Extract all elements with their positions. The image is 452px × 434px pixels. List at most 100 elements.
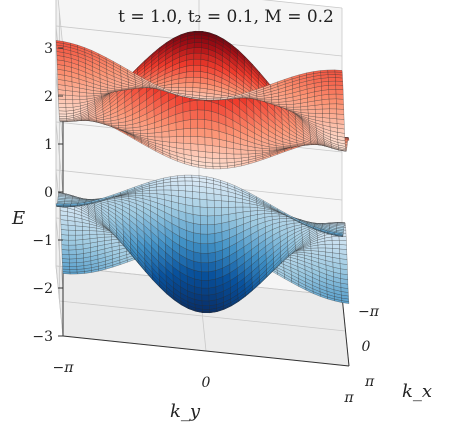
- lower-band-surface-patch: [69, 266, 78, 270]
- lower-band-surface-patch: [178, 190, 186, 198]
- lower-band-surface-patch: [192, 185, 200, 193]
- lower-band-surface-patch: [193, 223, 201, 235]
- upper-band-surface-patch: [336, 113, 345, 120]
- ky-tick-label: 0: [202, 375, 211, 391]
- z-tick-label: −2: [32, 281, 53, 297]
- lower-band-surface-patch: [60, 229, 69, 236]
- upper-band-surface-patch: [194, 38, 202, 43]
- x-axis-line: [341, 295, 350, 367]
- lower-band-surface-patch: [68, 244, 77, 251]
- lower-band-surface-patch: [75, 225, 83, 231]
- lower-band-surface-patch: [201, 280, 209, 289]
- upper-band-surface: [55, 30, 350, 170]
- upper-band-surface-patch: [212, 162, 221, 167]
- lower-band-surface-patch: [68, 239, 77, 246]
- upper-band-surface-patch: [315, 108, 323, 114]
- lower-band-surface-patch: [207, 233, 216, 244]
- z-tick-label: 2: [44, 89, 53, 105]
- upper-band-surface-patch: [171, 83, 179, 88]
- lower-band-surface-patch: [177, 177, 186, 182]
- upper-band-surface-patch: [176, 128, 184, 137]
- upper-band-surface-patch: [197, 127, 206, 138]
- lower-band-surface-patch: [184, 180, 193, 186]
- lower-band-surface-patch: [334, 232, 343, 236]
- lower-band-surface-patch: [163, 189, 172, 196]
- lower-band-surface-patch: [242, 206, 251, 213]
- lower-band-surface-patch: [82, 230, 90, 236]
- lower-band-surface-patch: [206, 199, 215, 208]
- upper-band-surface-patch: [147, 132, 156, 138]
- upper-band-surface-patch: [193, 65, 201, 72]
- upper-band-surface-patch: [58, 110, 67, 115]
- upper-band-surface-patch: [183, 136, 191, 144]
- upper-band-surface-patch: [176, 142, 185, 150]
- upper-band-surface-patch: [336, 118, 345, 125]
- upper-band-surface-patch: [233, 153, 242, 159]
- upper-band-surface-patch: [329, 103, 337, 110]
- upper-band-surface-patch: [328, 93, 337, 100]
- upper-band-surface-patch: [178, 87, 186, 92]
- upper-band-surface-patch: [334, 69, 343, 73]
- upper-band-surface-patch: [193, 53, 202, 60]
- lower-band-surface-patch: [156, 189, 165, 195]
- upper-band-surface-patch: [58, 107, 67, 112]
- upper-band-surface-patch: [197, 144, 206, 152]
- upper-band-surface-patch: [336, 103, 344, 110]
- lower-band-surface-patch: [192, 205, 201, 216]
- lower-band-surface-patch: [214, 231, 223, 244]
- upper-band-surface-patch: [328, 84, 337, 90]
- lower-band-surface-patch: [325, 247, 333, 253]
- lower-band-surface-patch: [214, 214, 222, 225]
- upper-band-surface-patch: [335, 93, 344, 100]
- lower-band-surface-patch: [338, 236, 347, 241]
- lower-band-surface-patch: [69, 258, 77, 264]
- lower-band-surface-patch: [193, 270, 202, 281]
- upper-band-surface-patch: [255, 150, 263, 154]
- upper-band-surface-patch: [183, 128, 191, 137]
- upper-band-surface-patch: [65, 99, 74, 104]
- lower-band-surface-patch: [200, 243, 209, 254]
- upper-band-surface-patch: [328, 98, 337, 105]
- upper-band-surface-patch: [190, 143, 199, 152]
- z-tick-label: 1: [44, 137, 53, 153]
- upper-band-surface-patch: [189, 109, 198, 120]
- upper-band-surface-patch: [190, 149, 199, 158]
- upper-band-surface-patch: [205, 151, 213, 159]
- kx-tick-label: −π: [358, 304, 380, 320]
- lower-band-surface-patch: [207, 224, 216, 235]
- lower-band-surface-patch: [200, 262, 209, 272]
- upper-band-surface-patch: [329, 113, 338, 120]
- lower-band-surface-patch: [192, 214, 201, 225]
- upper-band-surface-patch: [194, 34, 202, 39]
- lower-band-surface-patch: [177, 174, 186, 179]
- lower-band-surface-patch: [310, 247, 319, 252]
- lower-band-surface-patch: [68, 229, 76, 236]
- lower-band-surface-patch: [199, 186, 207, 194]
- upper-band-surface-patch: [300, 109, 309, 114]
- lower-band-surface-patch: [62, 262, 70, 267]
- upper-band-surface-patch: [219, 152, 228, 159]
- lower-band-surface-patch: [193, 241, 202, 254]
- lower-band-surface-patch: [332, 244, 340, 250]
- lower-band-surface-patch: [68, 254, 77, 260]
- lower-band-surface-patch: [104, 236, 112, 241]
- upper-band-surface-patch: [178, 82, 187, 88]
- ky-tick-label: −π: [53, 360, 75, 376]
- upper-band-surface-patch: [327, 74, 336, 78]
- lower-band-surface-patch: [70, 203, 78, 206]
- upper-band-surface-patch: [204, 144, 213, 153]
- lower-band-surface-patch: [206, 192, 215, 201]
- upper-band-surface-patch: [190, 127, 198, 137]
- upper-band-surface-patch: [327, 69, 336, 73]
- lower-band-surface-patch: [184, 174, 193, 178]
- lower-band-surface-patch: [177, 180, 186, 186]
- lower-band-surface-patch: [201, 287, 210, 296]
- upper-band-surface-patch: [204, 100, 212, 112]
- upper-band-surface-patch: [194, 32, 203, 36]
- lower-band-surface-patch: [63, 203, 71, 206]
- lower-band-surface: [55, 174, 350, 314]
- upper-band-surface-patch: [197, 136, 206, 146]
- lower-band-surface-patch: [192, 198, 201, 208]
- lower-band-surface-patch: [317, 247, 326, 253]
